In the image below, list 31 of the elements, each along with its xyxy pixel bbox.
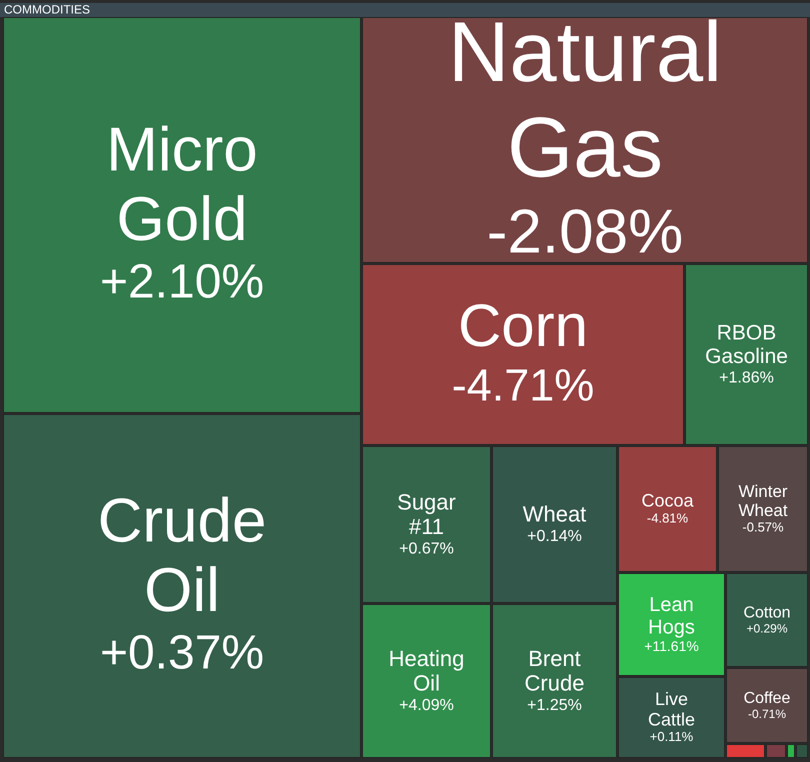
data-label: -4.71%: [452, 360, 594, 411]
data-label: +0.67%: [399, 540, 454, 558]
data-label: +2.10%: [100, 256, 264, 309]
data-label: -0.57%: [742, 520, 784, 535]
category-label: Wheat: [522, 502, 586, 527]
data-label: +0.14%: [527, 528, 582, 546]
data-label: +1.25%: [527, 697, 582, 714]
category-label: RBOB Gasoline: [705, 322, 788, 368]
category-label: Coffee: [744, 690, 791, 708]
data-label: +4.09%: [399, 697, 454, 714]
data-label: +11.61%: [644, 638, 699, 654]
category-label: Cocoa: [641, 490, 695, 511]
text: COMMODITIES: [4, 2, 90, 16]
category-label: Corn: [458, 292, 588, 359]
category-label: Cotton: [743, 604, 791, 622]
category-label: Sugar #11: [397, 489, 456, 539]
data-label: +0.11%: [650, 729, 694, 744]
category-label: Crude Oil: [98, 486, 266, 625]
data-label: +0.29%: [746, 621, 788, 636]
category-label: Brent Crude: [524, 646, 584, 696]
data-label: -4.81%: [646, 510, 689, 526]
data-label: +1.86%: [719, 369, 774, 386]
category-label: Natural Gas: [448, 5, 722, 196]
category-label: Heating Oil: [388, 646, 464, 696]
category-label: Micro Gold: [106, 115, 258, 254]
data-label: +0.37%: [100, 626, 264, 680]
category-label: Live Cattle: [648, 689, 696, 730]
data-label: -0.71%: [748, 706, 786, 721]
data-label: -2.08%: [486, 197, 684, 266]
category-label: Lean Hogs: [648, 594, 695, 638]
category-label: Winter Wheat: [738, 482, 788, 520]
